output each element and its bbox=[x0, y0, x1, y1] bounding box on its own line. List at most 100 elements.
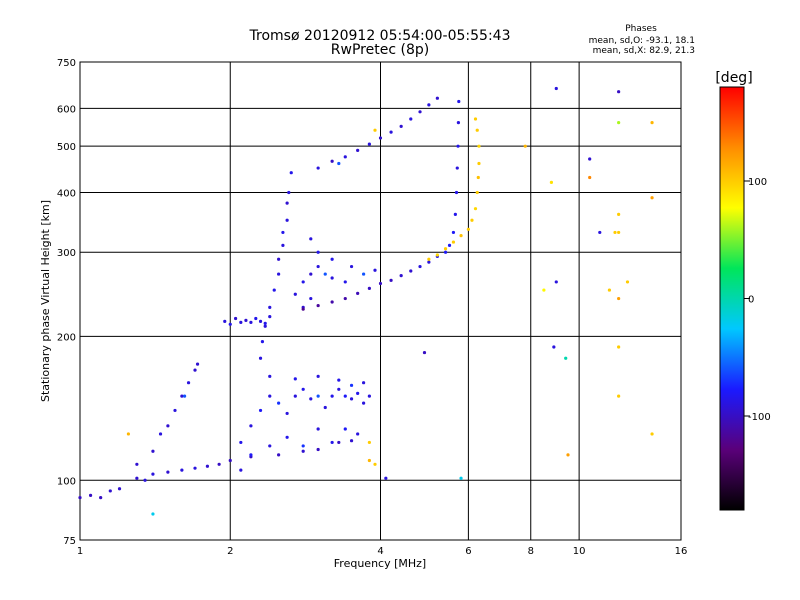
data-point bbox=[613, 230, 617, 235]
data-point bbox=[367, 142, 371, 146]
data-point bbox=[239, 440, 243, 445]
colorbar-tick-label: 0 bbox=[748, 295, 754, 306]
data-point bbox=[456, 121, 461, 125]
data-point bbox=[343, 427, 347, 431]
y-tick-label: 200 bbox=[57, 332, 76, 343]
data-point bbox=[362, 401, 366, 405]
data-point bbox=[323, 272, 327, 276]
y-tick-labels: 75 100 200 300 400 500 600 750 bbox=[57, 58, 76, 547]
data-point bbox=[301, 387, 305, 391]
data-point bbox=[316, 303, 320, 308]
data-point bbox=[466, 227, 470, 231]
data-point bbox=[399, 274, 403, 278]
data-point bbox=[552, 345, 556, 349]
colorbar-tick-label: 100 bbox=[748, 177, 767, 188]
data-point bbox=[272, 288, 276, 292]
data-point bbox=[443, 250, 448, 254]
data-point bbox=[234, 316, 238, 321]
data-point bbox=[249, 453, 253, 457]
data-point bbox=[650, 432, 654, 436]
data-point bbox=[135, 476, 139, 480]
data-point bbox=[367, 286, 371, 291]
data-point bbox=[293, 377, 297, 381]
data-point bbox=[249, 320, 253, 324]
data-point bbox=[625, 280, 630, 284]
data-point bbox=[343, 280, 347, 284]
data-point bbox=[330, 394, 334, 398]
data-point bbox=[422, 350, 427, 355]
data-point bbox=[277, 272, 281, 276]
data-point bbox=[607, 288, 612, 292]
y-tick-label: 100 bbox=[57, 476, 76, 487]
data-points bbox=[78, 86, 654, 516]
colorbar-ticks: 100 0 -100 bbox=[744, 177, 771, 423]
data-point bbox=[309, 296, 313, 301]
data-point bbox=[542, 288, 546, 292]
plot-frame bbox=[79, 61, 682, 541]
data-point bbox=[193, 466, 197, 470]
data-point bbox=[349, 264, 354, 269]
data-point bbox=[617, 230, 621, 235]
data-point bbox=[362, 272, 366, 276]
data-point bbox=[135, 462, 139, 466]
colorbar: [deg] 100 0 -100 bbox=[715, 70, 771, 511]
chart-title: Tromsø 20120912 05:54:00-05:55:43 bbox=[249, 28, 511, 44]
data-point bbox=[362, 381, 366, 385]
data-point bbox=[289, 171, 293, 175]
data-point bbox=[316, 394, 320, 398]
data-point bbox=[205, 464, 210, 468]
data-point bbox=[427, 260, 431, 264]
y-tick-label: 400 bbox=[57, 188, 76, 199]
data-point bbox=[228, 322, 232, 326]
data-point bbox=[650, 196, 654, 200]
data-point bbox=[523, 144, 527, 148]
data-point bbox=[173, 408, 177, 413]
y-tick-label: 750 bbox=[57, 58, 76, 69]
data-point bbox=[598, 230, 602, 235]
data-point bbox=[263, 321, 267, 325]
data-point bbox=[244, 318, 248, 323]
x-tick-label: 2 bbox=[227, 546, 233, 557]
data-point bbox=[367, 394, 371, 398]
data-point bbox=[356, 148, 360, 152]
data-point bbox=[293, 394, 297, 398]
data-point bbox=[459, 476, 463, 480]
data-point bbox=[435, 96, 439, 100]
data-point bbox=[389, 130, 393, 134]
data-point bbox=[254, 316, 258, 321]
data-point bbox=[285, 201, 289, 205]
data-point bbox=[457, 99, 461, 104]
data-point bbox=[268, 305, 272, 309]
data-point bbox=[367, 440, 371, 445]
title-block: Tromsø 20120912 05:54:00-05:55:43 RwPret… bbox=[249, 28, 511, 58]
data-point bbox=[384, 476, 388, 480]
data-point bbox=[549, 180, 554, 184]
phase-stats: Phases mean, sd,O: -93.1, 18.1 mean, sd,… bbox=[589, 24, 695, 56]
data-point bbox=[316, 166, 320, 170]
data-point bbox=[301, 307, 305, 311]
data-point bbox=[409, 269, 413, 273]
data-point bbox=[373, 268, 377, 272]
data-point bbox=[337, 387, 341, 391]
data-point bbox=[349, 397, 354, 401]
data-point bbox=[316, 447, 320, 452]
data-point bbox=[281, 230, 285, 235]
data-point bbox=[260, 340, 265, 344]
data-point bbox=[78, 495, 82, 500]
data-point bbox=[285, 411, 289, 416]
data-point bbox=[293, 292, 297, 296]
data-point bbox=[258, 408, 263, 413]
x-tick-label: 1 bbox=[77, 546, 83, 557]
data-point bbox=[453, 212, 457, 216]
data-point bbox=[455, 166, 459, 170]
x-tick-label: 10 bbox=[573, 546, 586, 557]
data-point bbox=[263, 324, 267, 328]
data-point bbox=[186, 381, 191, 385]
y-tick-label: 75 bbox=[63, 536, 76, 547]
colorbar-label: [deg] bbox=[715, 70, 752, 86]
data-point bbox=[617, 394, 621, 398]
data-point bbox=[554, 280, 558, 284]
data-point bbox=[435, 253, 439, 257]
data-point bbox=[166, 424, 170, 428]
